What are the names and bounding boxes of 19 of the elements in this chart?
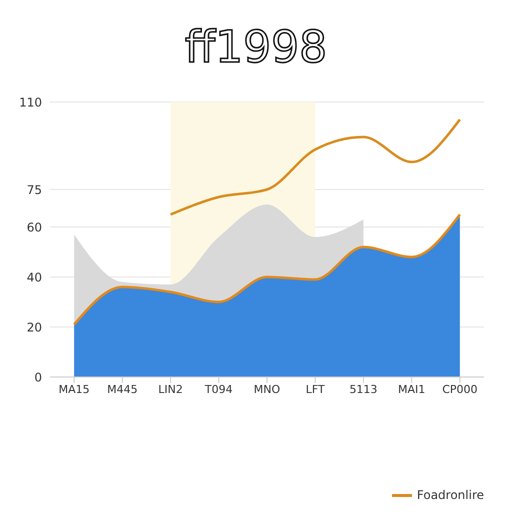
y-tick-label: 20 [26, 320, 42, 334]
legend-label: Foadronlire [416, 488, 484, 502]
y-tick-label: 75 [26, 182, 42, 197]
x-tick-label: MAI1 [398, 382, 426, 396]
x-tick-label: LIN2 [158, 382, 183, 396]
x-tick-label: LFT [306, 382, 325, 396]
x-tick-label: 5113 [349, 382, 378, 396]
x-tick-label: CP000 [442, 382, 478, 396]
x-tick-label: M445 [107, 382, 138, 396]
x-tick-label: MNO [254, 382, 281, 396]
x-tick-label: MA15 [58, 382, 90, 396]
line-series [169, 118, 462, 216]
y-tick-label: 40 [26, 270, 42, 284]
y-tick-label: 60 [26, 220, 42, 234]
y-tick-label: 110 [19, 95, 42, 110]
line-series [72, 213, 462, 326]
chart-title: ff1998 [184, 21, 328, 75]
x-tick-label: T094 [204, 382, 233, 396]
y-tick-label: 0 [34, 370, 42, 384]
